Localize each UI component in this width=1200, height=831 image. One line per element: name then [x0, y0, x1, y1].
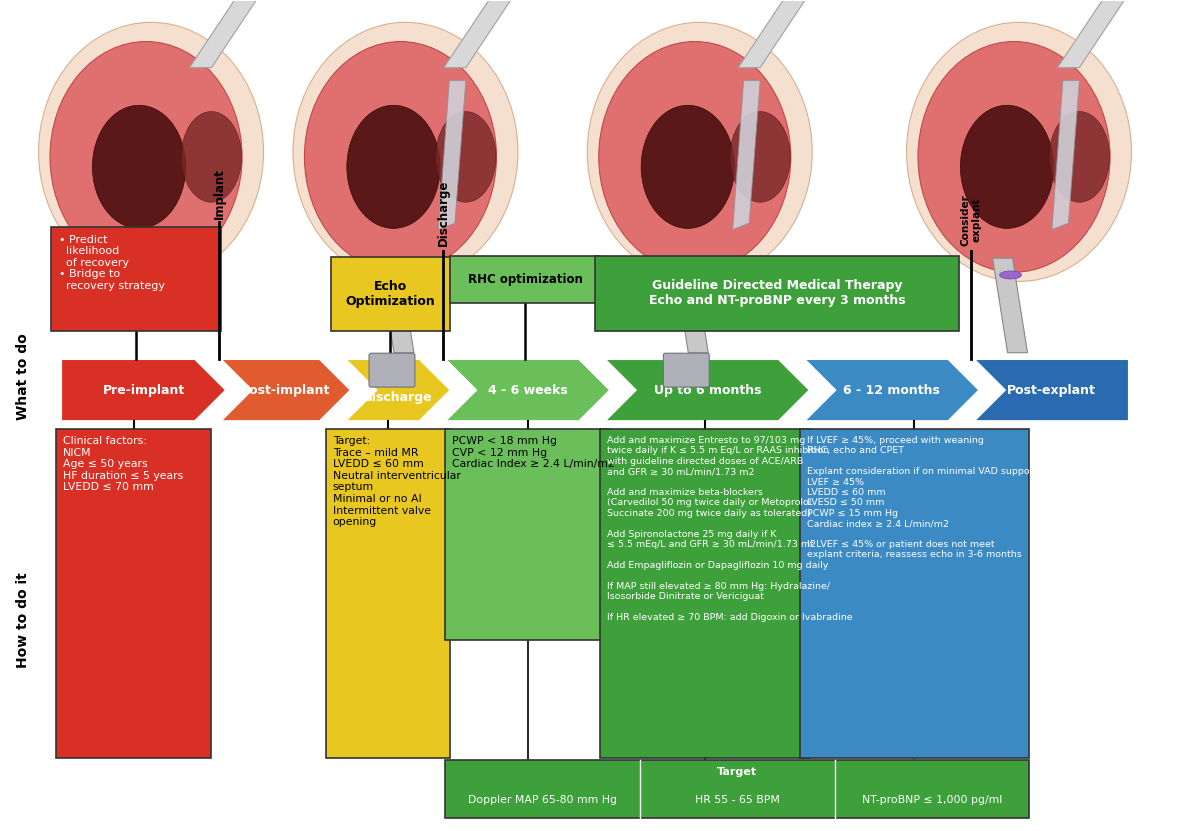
FancyBboxPatch shape	[445, 760, 1030, 818]
Text: Consider
explant: Consider explant	[960, 194, 982, 246]
Ellipse shape	[680, 271, 702, 279]
Ellipse shape	[1049, 111, 1110, 202]
Polygon shape	[974, 359, 1129, 421]
Text: If LVEF ≥ 45%, proceed with weaning
RHC, echo and CPET

Explant consideration if: If LVEF ≥ 45%, proceed with weaning RHC,…	[806, 436, 1037, 559]
Ellipse shape	[599, 42, 791, 273]
Polygon shape	[738, 0, 821, 67]
Text: NT-proBNP ≤ 1,000 pg/ml: NT-proBNP ≤ 1,000 pg/ml	[862, 794, 1002, 804]
Text: Guideline Directed Medical Therapy
Echo and NT-proBNP every 3 months: Guideline Directed Medical Therapy Echo …	[649, 279, 906, 307]
Text: 6 - 12 months: 6 - 12 months	[844, 384, 941, 396]
Text: Pre-implant: Pre-implant	[102, 384, 185, 396]
Polygon shape	[190, 0, 271, 67]
Text: Clinical factors:
NICM
Age ≤ 50 years
HF duration ≤ 5 years
LVEDD ≤ 70 mm: Clinical factors: NICM Age ≤ 50 years HF…	[64, 436, 184, 492]
Text: Doppler MAP 65-80 mm Hg: Doppler MAP 65-80 mm Hg	[468, 794, 617, 804]
Text: Add and maximize Entresto to 97/103 mg
twice daily if K ≤ 5.5 m Eq/L or RAAS inh: Add and maximize Entresto to 97/103 mg t…	[607, 436, 853, 622]
Polygon shape	[673, 258, 708, 352]
Text: • Predict
  likelihood
  of recovery
• Bridge to
  recovery strategy: • Predict likelihood of recovery • Bridg…	[59, 234, 166, 291]
Ellipse shape	[181, 111, 241, 202]
Polygon shape	[438, 81, 466, 229]
Ellipse shape	[906, 22, 1132, 282]
Text: Echo
Optimization: Echo Optimization	[346, 280, 436, 308]
Text: Target: Target	[718, 767, 757, 777]
Text: Post-explant: Post-explant	[1007, 384, 1096, 396]
FancyBboxPatch shape	[52, 227, 221, 332]
Text: Post-implant: Post-implant	[241, 384, 330, 396]
Text: What to do: What to do	[17, 332, 30, 420]
Text: Target:
Trace – mild MR
LVEDD ≤ 60 mm
Neutral interventricular
septum
Minimal or: Target: Trace – mild MR LVEDD ≤ 60 mm Ne…	[332, 436, 461, 527]
Polygon shape	[221, 359, 350, 421]
Ellipse shape	[305, 42, 497, 273]
FancyBboxPatch shape	[370, 353, 415, 387]
Polygon shape	[1057, 0, 1140, 67]
Text: Up to 6 months: Up to 6 months	[654, 384, 761, 396]
Ellipse shape	[38, 22, 264, 282]
Polygon shape	[379, 258, 414, 352]
FancyBboxPatch shape	[595, 256, 959, 332]
Polygon shape	[1052, 81, 1079, 229]
Text: Discharge: Discharge	[437, 179, 450, 246]
Ellipse shape	[347, 106, 440, 229]
FancyBboxPatch shape	[600, 429, 810, 758]
Ellipse shape	[436, 111, 496, 202]
FancyBboxPatch shape	[325, 429, 450, 758]
Ellipse shape	[1000, 271, 1021, 279]
Text: 4 - 6 weeks: 4 - 6 weeks	[487, 384, 568, 396]
Text: How to do it: How to do it	[17, 573, 30, 668]
Ellipse shape	[918, 42, 1110, 273]
FancyBboxPatch shape	[56, 429, 211, 758]
Text: HR 55 - 65 BPM: HR 55 - 65 BPM	[695, 794, 780, 804]
Polygon shape	[445, 359, 610, 421]
Ellipse shape	[730, 111, 791, 202]
Polygon shape	[733, 81, 760, 229]
Text: Implant: Implant	[212, 168, 226, 219]
Text: RHC optimization: RHC optimization	[468, 273, 583, 286]
Ellipse shape	[960, 106, 1054, 229]
Ellipse shape	[641, 106, 734, 229]
Ellipse shape	[386, 271, 408, 279]
FancyBboxPatch shape	[331, 257, 450, 332]
Ellipse shape	[50, 42, 242, 273]
Polygon shape	[992, 258, 1027, 352]
Polygon shape	[605, 359, 810, 421]
Ellipse shape	[293, 22, 518, 282]
FancyBboxPatch shape	[664, 353, 709, 387]
Ellipse shape	[92, 106, 186, 229]
FancyBboxPatch shape	[445, 429, 610, 640]
Polygon shape	[804, 359, 979, 421]
Polygon shape	[444, 0, 526, 67]
Text: PCWP < 18 mm Hg
CVP < 12 mm Hg
Cardiac Index ≥ 2.4 L/min/m2: PCWP < 18 mm Hg CVP < 12 mm Hg Cardiac I…	[452, 436, 616, 470]
Ellipse shape	[587, 22, 812, 282]
FancyBboxPatch shape	[450, 256, 600, 303]
Polygon shape	[61, 359, 226, 421]
Polygon shape	[346, 359, 450, 421]
Text: Pre-
discharge: Pre- discharge	[364, 376, 432, 404]
FancyBboxPatch shape	[799, 429, 1030, 758]
